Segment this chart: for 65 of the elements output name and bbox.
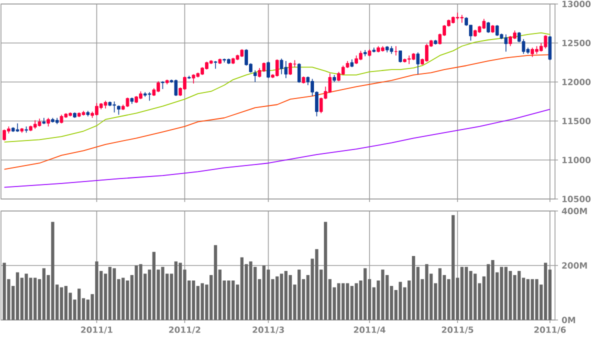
candlestick [548,36,552,61]
candlestick [253,70,257,82]
y-tick-label: 12000 [562,78,591,86]
bar [513,275,516,320]
y-tick-label: 400M [562,208,587,214]
candlestick [192,74,196,84]
candlestick [266,61,270,78]
bar [438,268,442,320]
bar [192,280,196,320]
y-tick-label: 200M [562,262,587,269]
bar [346,283,350,320]
line-series [4,108,550,188]
candlestick [504,34,508,52]
y-tick-label: 11000 [562,156,591,164]
candlestick [275,58,279,77]
y-tick-label: 12500 [562,40,591,46]
candlestick [482,18,486,30]
candlestick [363,50,367,57]
candlestick [148,92,152,102]
candlestick [486,22,490,34]
candlestick [126,97,130,108]
bar [544,262,548,320]
x-tick-label: 2011/3 [252,326,284,334]
y-tick-label: 0M [562,316,576,324]
y-tick-label: 11500 [562,118,591,124]
candlestick [280,58,284,75]
candlestick [214,60,218,70]
bar [60,287,64,320]
bar [469,270,472,320]
bar [526,279,530,320]
x-tick-label: 2011/6 [534,326,566,334]
bar [214,245,218,320]
bar [350,286,354,320]
x-tick-label: 2011/2 [169,326,200,334]
candlestick [460,14,464,24]
x-tick-label: 2011/5 [442,326,474,334]
bar [500,266,504,320]
candlestick [297,62,301,84]
y-tick-label: 10500 [562,196,591,202]
candlestick [544,34,548,49]
bar [324,222,328,320]
bar [460,266,464,320]
candlestick [288,62,292,76]
bar [504,266,508,320]
candlestick [117,105,120,116]
candlestick [284,60,288,78]
candlestick [174,79,178,96]
y-tick-label: 13000 [562,0,591,8]
candlestick [398,50,402,63]
bar [284,270,288,320]
bar [412,256,416,320]
bar [280,274,284,320]
bar [491,260,494,320]
bar [535,279,538,320]
x-tick-label: 2011/1 [81,326,112,334]
x-tick-label: 2011/4 [354,326,386,334]
line-series [4,54,550,170]
candlestick [456,12,460,20]
candlestick [416,52,420,75]
bar [240,257,244,320]
bar [425,264,428,320]
candlestick [16,122,20,132]
bar [16,272,20,320]
bar [262,266,266,320]
candlestick [530,47,534,58]
